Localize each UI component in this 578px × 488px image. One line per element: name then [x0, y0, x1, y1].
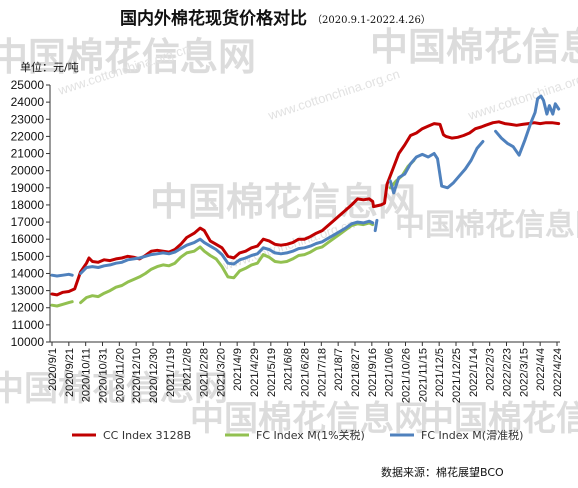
x-tick-label: 2021/12/25: [451, 348, 463, 403]
legend-label: FC Index M(滑准税): [421, 428, 523, 442]
series-line: [79, 219, 375, 275]
watermark-brand: 中国棉花信息网: [395, 208, 578, 243]
x-tick-label: 2021/9/16: [367, 348, 379, 397]
watermark-site: www.cottonchina.org.cn: [265, 66, 401, 123]
y-tick-label: 23000: [11, 112, 45, 126]
x-tick-label: 2021/8/27: [350, 348, 362, 397]
x-tick-label: 2022/4/24: [552, 348, 564, 397]
x-tick-label: 2021/8/7: [333, 348, 345, 391]
x-tick-label: 2021/11/15: [417, 348, 429, 402]
legend-item: FC Index M(1%关税): [225, 428, 365, 442]
y-tick-label: 19000: [11, 181, 45, 195]
y-tick-label: 13000: [11, 284, 45, 298]
watermark-brand: 中国棉花信息网: [0, 369, 228, 409]
legend-label: FC Index M(1%关税): [256, 428, 365, 442]
y-tick-label: 25000: [11, 78, 45, 92]
x-tick-label: 2021/6/8: [283, 348, 295, 391]
y-tick-label: 11000: [12, 318, 45, 332]
x-tick-label: 2022/2/23: [502, 348, 514, 397]
chart-legend: CC Index 3128B FC Index M(1%关税) FC Index M…: [72, 428, 523, 442]
y-tick-label: 21000: [11, 147, 45, 161]
series-line: [79, 221, 375, 305]
legend-item: FC Index M(滑准税): [390, 428, 523, 442]
y-tick-label: 15000: [11, 249, 45, 263]
x-tick-label: 2021/12/5: [434, 348, 446, 397]
x-tick-label: 2021/10/6: [384, 348, 396, 397]
x-tick-label: 2022/2/3: [485, 348, 497, 391]
x-tick-label: 2021/6/28: [300, 348, 312, 397]
series-line: [373, 218, 379, 233]
x-tick-label: 2020/10/31: [98, 348, 110, 403]
y-tick-label: 22000: [11, 129, 45, 143]
x-tick-label: 2021/1/19: [165, 348, 177, 397]
series-3: [50, 94, 561, 278]
y-tick-label: 14000: [11, 266, 45, 280]
y-tick-label: 17000: [11, 215, 45, 229]
x-tick-label: 2022/3/15: [518, 348, 530, 397]
y-tick-label: 10000: [11, 335, 45, 349]
x-tick-label: 2020/12/10: [131, 348, 143, 403]
series-line: [50, 300, 74, 308]
series-line: [50, 272, 74, 278]
chart-subtitle: （2020.9.1-2022.4.26）: [312, 14, 431, 26]
series-line: [494, 94, 561, 157]
y-tick-label: 16000: [11, 232, 45, 246]
plot-area: [50, 94, 561, 308]
chart-axes: 10000 11000 12000 13000 14000 15000 16000 17000…: [11, 78, 564, 403]
x-tick-label: 2021/4/29: [249, 348, 261, 397]
legend-item: CC Index 3128B: [72, 429, 191, 442]
watermark-brand: 中国棉花信息网: [420, 399, 578, 439]
y-tick-label: 18000: [11, 198, 45, 212]
y-tick-label: 24000: [11, 95, 45, 109]
watermark-brand: 中国棉花信息网: [150, 180, 416, 224]
x-tick-label: 2020/9/1: [47, 348, 59, 391]
source-label: 数据来源：棉花展望BCO: [381, 465, 504, 479]
x-tick-label: 2022/4/4: [535, 348, 547, 391]
y-tick-label: 20000: [11, 164, 45, 178]
x-tick-label: 2021/2/28: [199, 348, 211, 397]
series-1: [50, 120, 561, 297]
watermark-brand: 中国棉花信息网: [0, 35, 256, 79]
x-tick-label: 2021/3/20: [215, 348, 227, 397]
x-tick-label: 2020/11/20: [114, 348, 126, 402]
x-tick-label: 2021/2/8: [182, 348, 194, 391]
watermark-brand: 中国棉花信息网: [370, 25, 578, 69]
x-tick-label: 2020/10/11: [81, 348, 93, 402]
x-tick-label: 2022/1/14: [468, 348, 480, 397]
x-tick-label: 2020/12/30: [148, 348, 160, 403]
unit-label: 单位：元/吨: [20, 60, 79, 74]
series-line: [50, 120, 561, 297]
watermark-site: www.cottonchina.org.cn: [465, 66, 578, 123]
x-tick-label: 2021/4/9: [232, 348, 244, 391]
x-tick-label: 2021/5/19: [266, 348, 278, 397]
watermark-brand: 中国棉花信息网: [190, 399, 428, 439]
x-tick-label: 2021/10/26: [401, 348, 413, 403]
x-tick-label: 2021/7/18: [316, 348, 328, 397]
legend-label: CC Index 3128B: [103, 429, 191, 442]
series-line: [388, 140, 485, 195]
x-tick-label: 2020/9/21: [64, 348, 76, 397]
chart-title: 国内外棉花现货价格对比: [120, 8, 307, 29]
y-tick-label: 12000: [11, 301, 45, 315]
